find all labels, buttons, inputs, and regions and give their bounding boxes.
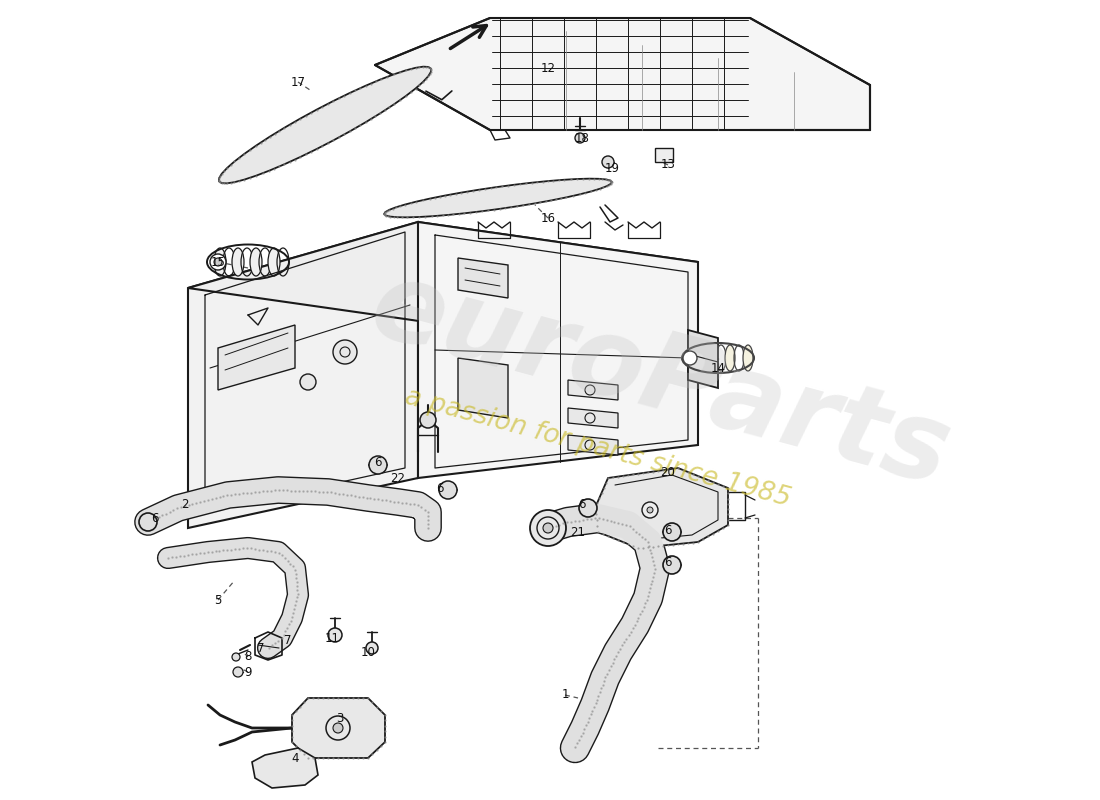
Text: 19: 19: [605, 162, 619, 174]
Text: 6: 6: [664, 523, 672, 537]
Text: a passion for parts since 1985: a passion for parts since 1985: [403, 384, 794, 512]
Polygon shape: [458, 358, 508, 418]
Text: 13: 13: [661, 158, 675, 171]
Polygon shape: [688, 330, 718, 388]
Ellipse shape: [707, 345, 717, 371]
Polygon shape: [458, 258, 508, 298]
Circle shape: [663, 556, 681, 574]
Text: 2: 2: [182, 498, 189, 511]
Circle shape: [210, 254, 225, 270]
Circle shape: [420, 412, 436, 428]
Circle shape: [366, 642, 378, 654]
Ellipse shape: [232, 248, 244, 276]
Polygon shape: [188, 222, 698, 328]
Ellipse shape: [725, 345, 735, 371]
Circle shape: [333, 340, 358, 364]
Circle shape: [579, 499, 597, 517]
Text: 12: 12: [540, 62, 556, 74]
Text: 5: 5: [214, 594, 222, 606]
Polygon shape: [568, 408, 618, 428]
Ellipse shape: [268, 248, 280, 276]
Circle shape: [439, 481, 456, 499]
Text: 6: 6: [152, 511, 158, 525]
Circle shape: [575, 133, 585, 143]
Circle shape: [300, 374, 316, 390]
Circle shape: [647, 507, 653, 513]
Text: 9: 9: [244, 666, 252, 678]
Ellipse shape: [742, 345, 754, 371]
Circle shape: [530, 510, 566, 546]
Text: 16: 16: [540, 211, 556, 225]
Circle shape: [683, 351, 697, 365]
Text: 7: 7: [284, 634, 292, 647]
Circle shape: [328, 628, 342, 642]
Polygon shape: [219, 66, 431, 183]
Circle shape: [663, 523, 681, 541]
Text: 10: 10: [361, 646, 375, 659]
Text: 18: 18: [574, 131, 590, 145]
Text: 11: 11: [324, 631, 340, 645]
Polygon shape: [418, 222, 698, 478]
Polygon shape: [292, 698, 385, 758]
Text: 4: 4: [292, 751, 299, 765]
Circle shape: [543, 523, 553, 533]
Circle shape: [602, 156, 614, 168]
Text: 8: 8: [244, 650, 252, 663]
Ellipse shape: [250, 248, 262, 276]
Text: euroParts: euroParts: [360, 252, 960, 508]
Text: 1: 1: [561, 689, 569, 702]
Polygon shape: [218, 325, 295, 390]
Circle shape: [139, 513, 157, 531]
Text: 20: 20: [661, 466, 675, 478]
Circle shape: [233, 667, 243, 677]
Polygon shape: [568, 380, 618, 400]
Text: 22: 22: [390, 471, 406, 485]
Text: 14: 14: [711, 362, 726, 374]
Circle shape: [368, 456, 387, 474]
Bar: [654, 148, 673, 162]
Text: 17: 17: [290, 75, 306, 89]
Text: 3: 3: [337, 711, 343, 725]
Ellipse shape: [214, 248, 225, 276]
Text: 6: 6: [374, 455, 382, 469]
Polygon shape: [384, 178, 612, 218]
Circle shape: [232, 653, 240, 661]
Text: 15: 15: [210, 255, 225, 269]
Text: 6: 6: [579, 498, 585, 511]
Text: 6: 6: [664, 555, 672, 569]
Text: 6: 6: [437, 482, 443, 494]
Ellipse shape: [689, 345, 698, 371]
Text: 21: 21: [571, 526, 585, 538]
Polygon shape: [252, 748, 318, 788]
Polygon shape: [568, 435, 618, 455]
Circle shape: [214, 258, 222, 266]
Circle shape: [333, 723, 343, 733]
Polygon shape: [375, 18, 870, 130]
Polygon shape: [595, 468, 728, 548]
Text: 7: 7: [257, 642, 265, 654]
Circle shape: [642, 502, 658, 518]
Polygon shape: [188, 222, 418, 528]
